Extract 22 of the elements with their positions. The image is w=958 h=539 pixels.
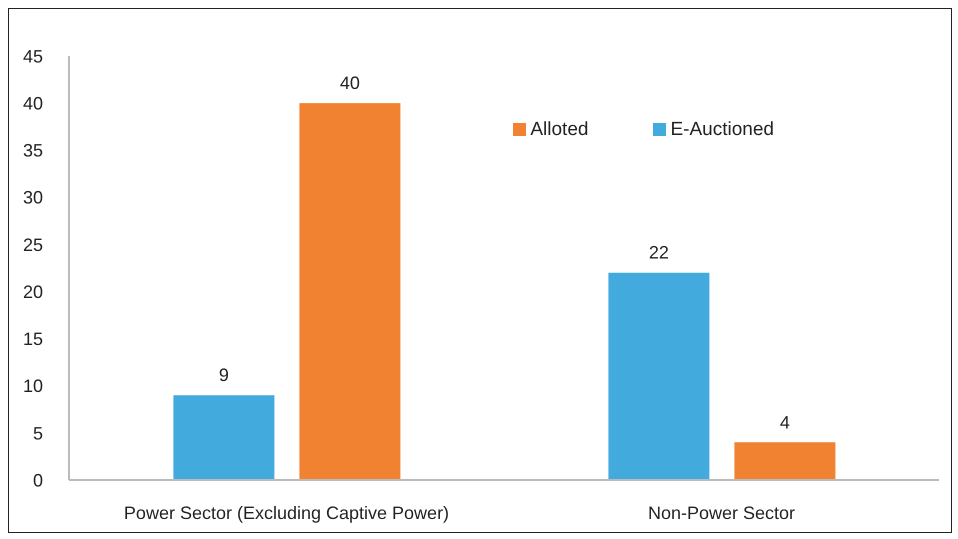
legend-label: Alloted bbox=[530, 119, 588, 140]
legend-label: E-Auctioned bbox=[670, 119, 774, 140]
y-tick-label: 10 bbox=[22, 376, 43, 396]
y-tick-label: 45 bbox=[22, 46, 43, 66]
bar bbox=[734, 442, 836, 480]
x-tick-label: Non-Power Sector bbox=[648, 502, 796, 523]
y-tick-label: 15 bbox=[22, 329, 43, 350]
bar bbox=[608, 272, 710, 480]
y-tick-label: 20 bbox=[22, 282, 43, 302]
data-label: 9 bbox=[218, 365, 229, 386]
x-tick-label: Power Sector (Excluding Captive Power) bbox=[124, 502, 450, 523]
y-tick-label: 0 bbox=[32, 470, 43, 490]
bar bbox=[173, 395, 274, 480]
y-tick-label: 25 bbox=[22, 234, 43, 255]
y-tick-label: 5 bbox=[32, 423, 43, 444]
y-tick-label: 35 bbox=[22, 140, 43, 161]
data-label: 4 bbox=[780, 412, 790, 432]
y-tick-label: 30 bbox=[22, 188, 43, 208]
data-label: 40 bbox=[340, 73, 360, 94]
data-label: 22 bbox=[648, 242, 669, 263]
y-tick-label: 40 bbox=[22, 94, 43, 114]
bar bbox=[299, 103, 400, 480]
